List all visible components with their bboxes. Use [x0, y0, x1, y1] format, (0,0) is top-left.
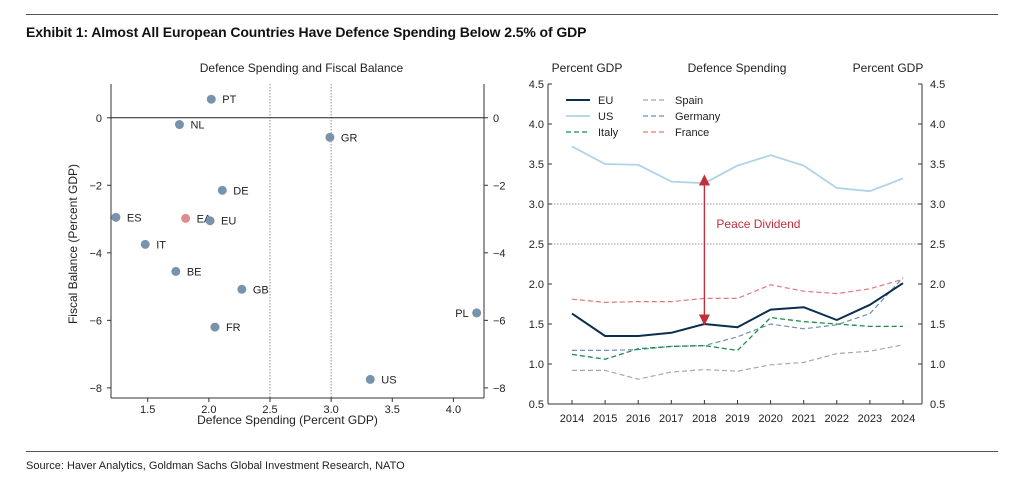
line-right-y-tick-label: 3.5: [930, 159, 945, 171]
legend-label-us: US: [598, 111, 613, 123]
scatter-point-us: [365, 374, 375, 384]
line-chart: Percent GDP Defence Spending Percent GDP 0.…: [529, 61, 946, 425]
line-right-y-tick-label: 1.0: [930, 359, 945, 371]
line-left-y-tick-label: 4.0: [529, 119, 544, 131]
line-right-y-tick-label: 1.5: [930, 319, 945, 331]
scatter-point-label: PT: [222, 94, 236, 106]
exhibit-title: Exhibit 1: Almost All European Countries…: [26, 24, 587, 40]
line-left-y-tick-label: 3.0: [529, 199, 544, 211]
scatter-y-tick-label: −2: [89, 180, 102, 192]
series-line-eu: [571, 282, 904, 337]
legend-label-germany: Germany: [675, 111, 721, 123]
line-x-tick-label: 2015: [593, 413, 617, 425]
line-x-tick-label: 2017: [659, 413, 683, 425]
scatter-point-pl: [472, 308, 482, 318]
scatter-point-it: [140, 239, 150, 249]
line-chart-title: Defence Spending: [688, 61, 787, 75]
scatter-title: Defence Spending and Fiscal Balance: [200, 61, 404, 75]
legend-label-italy: Italy: [598, 127, 619, 139]
scatter-point-label: US: [381, 374, 396, 386]
scatter-point-label: PL: [455, 308, 468, 320]
scatter-point-label: FR: [226, 322, 241, 334]
scatter-x-tick-label: 1.5: [140, 404, 155, 416]
line-x-tick-label: 2016: [626, 413, 650, 425]
line-x-tick-label: 2014: [560, 413, 584, 425]
legend-label-france: France: [675, 127, 709, 139]
legend-label-eu: EU: [598, 95, 613, 107]
scatter-y-tick-label: −6: [89, 315, 102, 327]
line-x-tick-label: 2021: [791, 413, 815, 425]
scatter-y-tick-label: 0: [96, 113, 102, 125]
series-line-us: [571, 145, 904, 193]
scatter-point-label: IT: [156, 239, 166, 251]
scatter-point-label: GR: [341, 132, 358, 144]
line-left-y-tick-label: 3.5: [529, 159, 544, 171]
scatter-x-tick-label: 2.0: [201, 404, 216, 416]
peace-dividend-label: Peace Dividend: [716, 217, 800, 231]
scatter-x-axis-label: Defence Spending (Percent GDP): [197, 413, 378, 427]
scatter-point-label: ES: [127, 212, 142, 224]
line-left-y-tick-label: 1.5: [529, 319, 544, 331]
scatter-point-label: EU: [221, 216, 236, 228]
scatter-point-gb: [237, 284, 247, 294]
source-note: Source: Haver Analytics, Goldman Sachs G…: [26, 460, 405, 472]
line-right-y-tick-label: 4.5: [930, 79, 945, 91]
scatter-point-pt: [206, 94, 216, 104]
line-left-y-tick-label: 4.5: [529, 79, 544, 91]
line-left-axis-title: Percent GDP: [552, 61, 623, 75]
scatter-right-y-tick-label: −2: [493, 180, 506, 192]
scatter-point-fr: [210, 322, 220, 332]
line-left-y-tick-label: 2.5: [529, 239, 544, 251]
line-x-tick-label: 2023: [858, 413, 882, 425]
line-x-tick-label: 2020: [758, 413, 782, 425]
scatter-right-y-tick-label: 0: [493, 113, 499, 125]
scatter-right-y-tick-label: −6: [493, 315, 506, 327]
bottom-rule: [26, 451, 998, 452]
scatter-point-label: BE: [187, 266, 202, 278]
scatter-point-label: NL: [190, 120, 204, 132]
scatter-x-tick-label: 2.5: [262, 404, 277, 416]
line-x-tick-label: 2022: [825, 413, 849, 425]
scatter-y-tick-label: −8: [89, 383, 102, 395]
scatter-point-de: [217, 185, 227, 195]
scatter-point-ea: [181, 213, 191, 223]
scatter-x-tick-label: 3.0: [323, 404, 338, 416]
scatter-right-y-tick-label: −4: [493, 248, 506, 260]
series-line-italy: [571, 316, 903, 360]
series-line-germany: [572, 277, 904, 351]
scatter-x-tick-label: 4.0: [446, 404, 461, 416]
line-x-tick-label: 2018: [692, 413, 716, 425]
scatter-point-eu: [205, 216, 215, 226]
scatter-right-y-tick-label: −8: [493, 383, 506, 395]
scatter-point-label: GB: [253, 284, 269, 296]
legend-label-spain: Spain: [675, 95, 703, 107]
series-line-france: [571, 278, 904, 303]
line-right-y-tick-label: 0.5: [930, 399, 945, 411]
scatter-y-tick-label: −4: [89, 248, 102, 260]
line-x-tick-label: 2024: [891, 413, 915, 425]
line-x-tick-label: 2019: [725, 413, 749, 425]
scatter-point-nl: [174, 120, 184, 130]
scatter-point-label: DE: [233, 185, 248, 197]
line-right-axis-title: Percent GDP: [853, 61, 924, 75]
line-left-y-tick-label: 2.0: [529, 279, 544, 291]
line-left-y-tick-label: 1.0: [529, 359, 544, 371]
line-right-y-tick-label: 2.0: [930, 279, 945, 291]
line-left-y-tick-label: 0.5: [529, 399, 544, 411]
scatter-point-es: [111, 212, 121, 222]
scatter-chart: Defence Spending and Fiscal Balance 1.5 2.…: [66, 61, 506, 427]
line-right-y-tick-label: 3.0: [930, 199, 945, 211]
scatter-x-tick-label: 3.5: [385, 404, 400, 416]
scatter-point-gr: [325, 132, 335, 142]
scatter-point-be: [171, 266, 181, 276]
top-rule: [26, 14, 998, 15]
line-right-y-tick-label: 2.5: [930, 239, 945, 251]
line-right-y-tick-label: 4.0: [930, 119, 945, 131]
scatter-y-axis-label: Fiscal Balance (Percent GDP): [66, 164, 80, 324]
